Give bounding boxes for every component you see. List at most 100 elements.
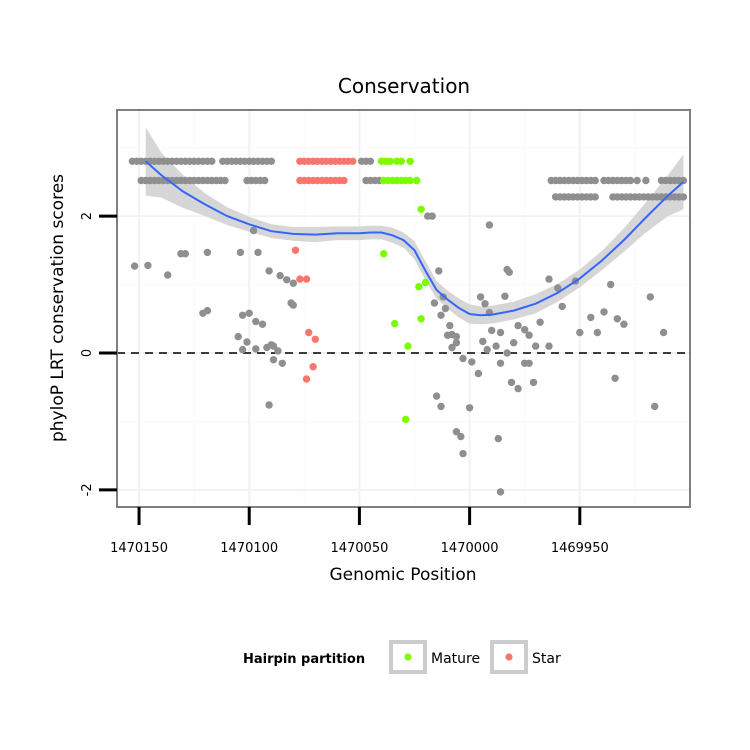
data-point-other <box>435 267 443 275</box>
data-point-other <box>289 301 297 309</box>
data-point-other <box>633 176 641 185</box>
data-point-other <box>474 369 483 378</box>
data-point-other <box>234 332 242 341</box>
data-point-other <box>181 250 189 258</box>
data-point-other <box>452 428 461 436</box>
data-point-star <box>302 375 311 383</box>
data-point-mature <box>402 415 410 424</box>
legend-label-mature: Mature <box>431 651 480 667</box>
y-tick-label: -2 <box>80 483 95 496</box>
data-point-other <box>265 267 273 275</box>
data-point-other <box>430 299 439 307</box>
data-point-other <box>283 276 291 284</box>
data-point-other <box>532 342 540 350</box>
data-point-other <box>600 308 608 316</box>
data-point-other <box>503 349 511 357</box>
data-point-other <box>243 338 251 346</box>
data-point-other <box>496 328 505 337</box>
data-point-other <box>492 342 500 350</box>
data-point-mature <box>404 342 412 350</box>
data-point-mature <box>397 157 405 165</box>
data-point-other <box>591 193 599 201</box>
data-point-star <box>305 328 313 337</box>
data-point-other <box>536 318 544 326</box>
x-tick-label: 1470000 <box>441 541 499 556</box>
data-point-star <box>296 275 304 283</box>
data-point-other <box>441 304 450 313</box>
data-point-other <box>238 345 247 354</box>
data-point-other <box>254 248 262 257</box>
data-point-mature <box>421 278 430 287</box>
data-point-star <box>349 157 357 165</box>
y-axis-title: phyloP LRT conservation scores <box>48 174 68 442</box>
data-point-other <box>591 176 599 185</box>
data-point-mature <box>406 176 414 185</box>
data-point-other <box>448 343 456 352</box>
data-point-other <box>432 392 441 400</box>
smooth-fit-line <box>145 160 685 317</box>
data-point-mature <box>417 205 425 213</box>
chart-title: Conservation <box>338 74 470 98</box>
data-point-other <box>252 345 260 353</box>
data-point-other <box>576 328 584 337</box>
data-point-star <box>309 363 317 371</box>
data-point-other <box>366 157 375 165</box>
data-point-other <box>529 378 538 387</box>
data-point-mature <box>406 157 414 165</box>
series-mature <box>377 157 430 424</box>
data-point-other <box>468 358 476 366</box>
data-point-other <box>501 292 509 300</box>
data-point-other <box>465 404 474 412</box>
data-point-other <box>457 432 465 441</box>
data-point-other <box>452 332 461 341</box>
data-point-mature <box>391 319 399 328</box>
data-point-other <box>613 315 621 323</box>
data-point-other <box>593 328 602 337</box>
data-point-other <box>245 309 253 317</box>
data-point-other <box>452 339 461 347</box>
legend-dot-star <box>505 653 513 661</box>
data-point-other <box>130 262 139 270</box>
legend-label-star: Star <box>532 651 561 667</box>
data-point-other <box>289 279 297 287</box>
data-point-other <box>481 300 489 308</box>
data-point-other <box>221 176 229 185</box>
data-point-other <box>443 331 452 339</box>
data-point-mature <box>417 315 425 323</box>
series-other <box>128 157 688 496</box>
data-point-other <box>428 212 436 220</box>
data-point-other <box>437 311 445 319</box>
series-star <box>291 157 357 383</box>
x-tick-label: 1470100 <box>220 541 278 556</box>
data-point-other <box>459 354 467 363</box>
data-point-other <box>488 326 496 335</box>
data-point-other <box>554 284 562 292</box>
legend-key-star <box>490 640 528 674</box>
data-point-other <box>249 226 258 235</box>
data-point-other <box>558 302 566 311</box>
data-point-other <box>252 317 260 326</box>
data-point-other <box>203 248 212 257</box>
data-point-other <box>479 337 487 346</box>
data-point-other <box>203 306 212 315</box>
axes: 1470150 1470100 1470050 1470000 1469950 -2 0 2 <box>80 212 609 556</box>
legend-dot-mature <box>404 653 412 661</box>
y-tick-label: 0 <box>80 349 95 357</box>
data-point-other <box>459 449 467 458</box>
data-point-other <box>265 401 273 409</box>
plot-panel <box>116 109 691 508</box>
data-point-other <box>496 488 505 496</box>
data-point-other <box>626 176 635 185</box>
data-point-other <box>269 356 278 364</box>
panel-border <box>116 109 691 508</box>
data-point-other <box>525 331 533 339</box>
data-point-other <box>514 321 522 330</box>
data-point-other <box>164 271 172 279</box>
data-point-star <box>311 335 319 343</box>
data-point-other <box>236 248 245 257</box>
legend: Hairpin partition Mature Star <box>243 640 561 674</box>
x-axis-title: Genomic Position <box>329 565 476 585</box>
x-tick-label: 1470050 <box>330 541 388 556</box>
data-point-other <box>267 157 275 165</box>
data-point-other <box>267 341 275 349</box>
